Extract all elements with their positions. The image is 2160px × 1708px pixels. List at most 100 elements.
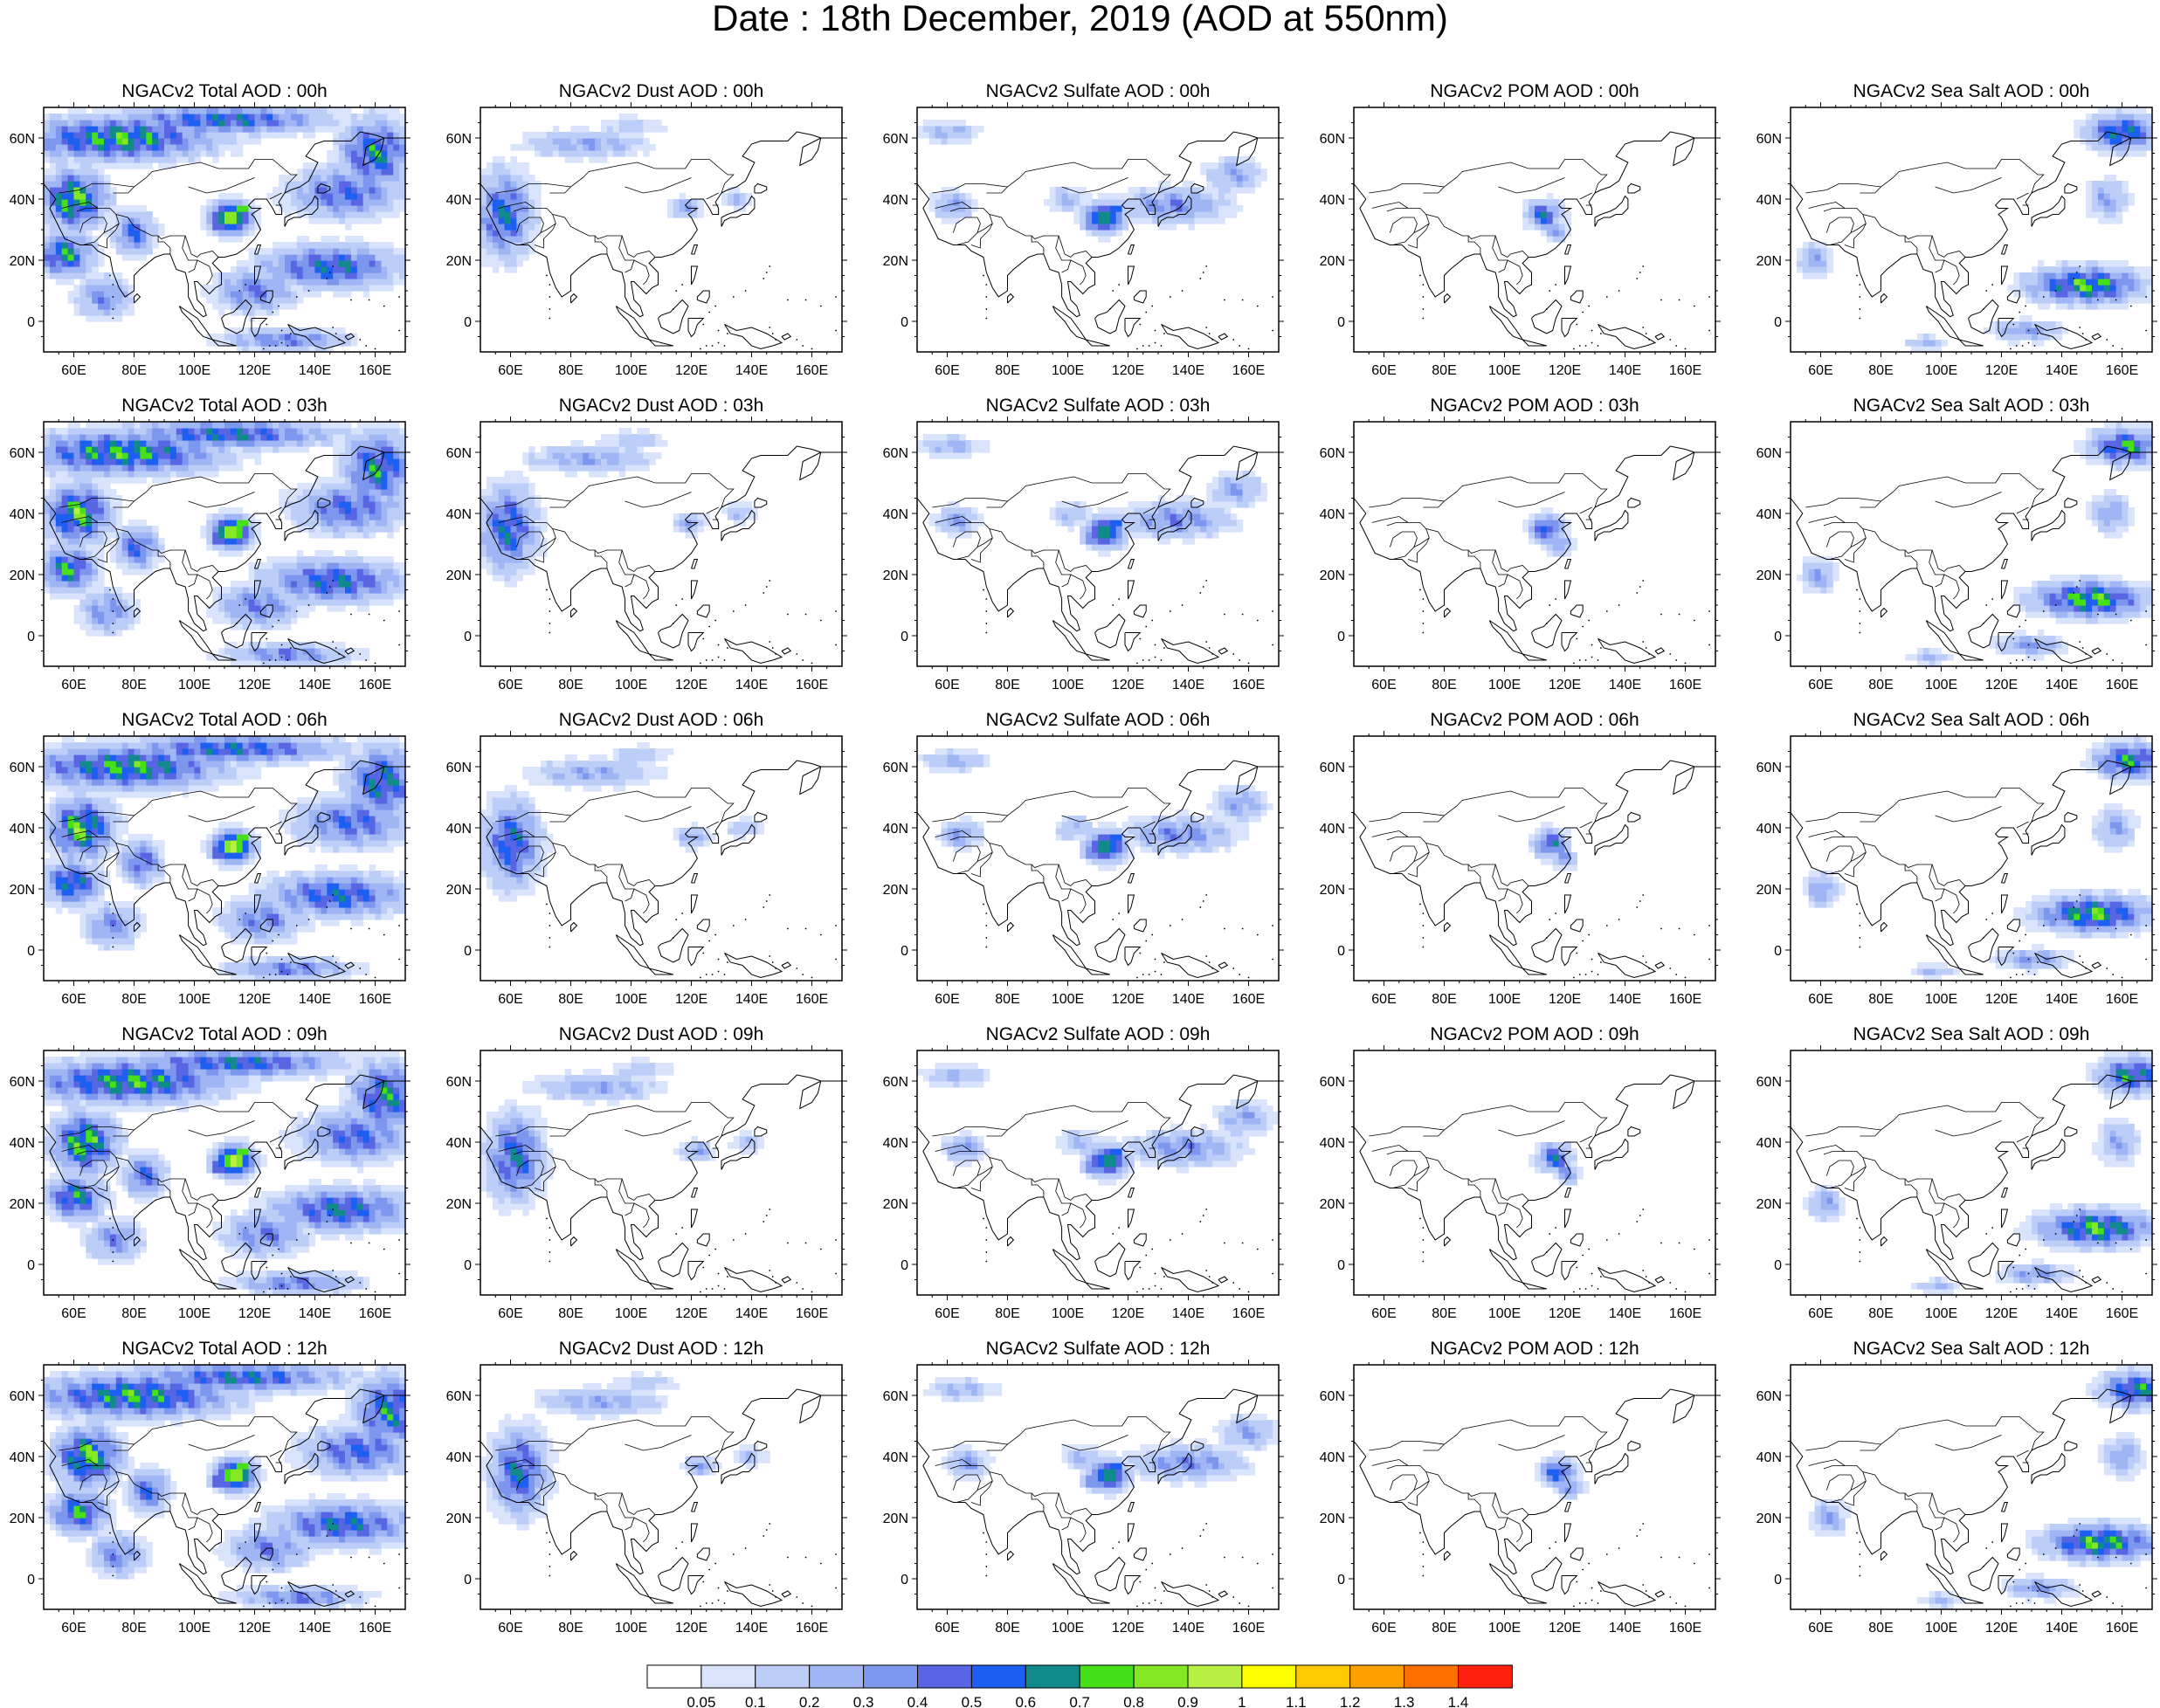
lon-tick-label: 80E xyxy=(121,678,146,692)
panel-title: NGACv2 Sea Salt AOD : 00h xyxy=(1853,81,2090,101)
lat-tick-label: 0 xyxy=(464,944,472,959)
lon-tick-label: 80E xyxy=(558,678,583,692)
lon-tick-label: 120E xyxy=(1985,1621,2018,1636)
lon-tick-label: 120E xyxy=(1549,992,1581,1007)
map-panel: NGACv2 Sulfate AOD : 12h 60E 80E 100E 120E 14… xyxy=(883,1339,1284,1636)
lon-tick-label: 160E xyxy=(1669,1306,1701,1321)
lon-tick-label: 80E xyxy=(558,1621,583,1636)
lat-tick-label: 60N xyxy=(883,1075,908,1090)
lon-tick-label: 140E xyxy=(2046,363,2078,378)
lon-tick-label: 80E xyxy=(558,1306,583,1321)
colorbar-swatch xyxy=(1241,1664,1297,1689)
colorbar-swatch xyxy=(809,1664,865,1689)
colorbar-swatch xyxy=(1458,1664,1513,1689)
lat-tick-label: 20N xyxy=(10,568,35,583)
lon-tick-label: 60E xyxy=(1808,1621,1832,1636)
panel-title: NGACv2 Sea Salt AOD : 03h xyxy=(1853,396,2090,416)
lon-tick-label: 80E xyxy=(995,992,1019,1007)
panel-title: NGACv2 Sea Salt AOD : 12h xyxy=(1853,1339,2090,1359)
lat-tick-label: 40N xyxy=(446,507,472,522)
panel-title: NGACv2 Sea Salt AOD : 06h xyxy=(1853,710,2090,730)
panel-title: NGACv2 Total AOD : 06h xyxy=(121,710,327,730)
colorbar-label: 1 xyxy=(1238,1694,1246,1708)
map-panel: NGACv2 Sea Salt AOD : 00h 60E 80E 100E 120E 1… xyxy=(1756,81,2157,378)
lon-tick-label: 80E xyxy=(1432,1621,1456,1636)
panel-title: NGACv2 POM AOD : 06h xyxy=(1430,710,1639,730)
lat-tick-label: 40N xyxy=(10,193,35,208)
lon-tick-label: 160E xyxy=(359,992,391,1007)
lon-tick-label: 140E xyxy=(735,1306,768,1321)
colorbar-label: 1.3 xyxy=(1394,1694,1415,1708)
lon-tick-label: 100E xyxy=(1488,992,1521,1007)
colorbar-swatch xyxy=(917,1664,972,1689)
lon-tick-label: 60E xyxy=(61,1306,86,1321)
lat-tick-label: 20N xyxy=(446,254,472,269)
lon-tick-label: 80E xyxy=(1868,678,1893,692)
lat-tick-label: 60N xyxy=(1756,446,1782,461)
lon-tick-label: 100E xyxy=(1488,363,1521,378)
lon-tick-label: 60E xyxy=(61,1621,86,1636)
colorbar-label: 1.4 xyxy=(1448,1694,1469,1708)
lat-tick-label: 20N xyxy=(446,1512,472,1526)
lat-tick-label: 20N xyxy=(10,1197,35,1212)
lat-tick-label: 20N xyxy=(1320,1512,1345,1526)
lat-tick-label: 20N xyxy=(446,883,472,898)
panel-title: NGACv2 Dust AOD : 06h xyxy=(559,710,764,730)
colorbar-swatch xyxy=(646,1664,702,1689)
lat-tick-label: 60N xyxy=(1756,1075,1782,1090)
lon-tick-label: 120E xyxy=(1112,992,1144,1007)
lon-tick-label: 120E xyxy=(1112,363,1144,378)
lon-tick-label: 140E xyxy=(1609,1306,1641,1321)
colorbar-label: 0.3 xyxy=(853,1694,874,1708)
lat-tick-label: 60N xyxy=(446,1075,472,1090)
colorbar-swatch xyxy=(1295,1664,1351,1689)
lon-tick-label: 60E xyxy=(1371,992,1396,1007)
lat-tick-label: 60N xyxy=(1320,1389,1345,1404)
colorbar-swatch xyxy=(863,1664,919,1689)
map-panel: NGACv2 Dust AOD : 00h 60E 80E 100E 120E 140E 1… xyxy=(446,81,847,378)
lat-tick-label: 0 xyxy=(27,630,35,644)
lat-tick-label: 0 xyxy=(1774,944,1782,959)
lon-tick-label: 120E xyxy=(1985,678,2018,692)
lat-tick-label: 0 xyxy=(1337,944,1345,959)
colorbar-swatch xyxy=(1404,1664,1459,1689)
map-panel: NGACv2 Sea Salt AOD : 03h 60E 80E 100E 120E 1… xyxy=(1756,396,2157,692)
lon-tick-label: 160E xyxy=(1232,1306,1265,1321)
lon-tick-label: 100E xyxy=(1488,678,1521,692)
lat-tick-label: 0 xyxy=(464,1573,472,1587)
lon-tick-label: 160E xyxy=(796,1306,828,1321)
colorbar-swatch xyxy=(755,1664,811,1689)
lat-tick-label: 20N xyxy=(1320,883,1345,898)
lat-tick-label: 60N xyxy=(10,132,35,147)
lon-tick-label: 160E xyxy=(359,363,391,378)
lon-tick-label: 80E xyxy=(995,1621,1019,1636)
lat-tick-label: 60N xyxy=(10,761,35,775)
lat-tick-label: 40N xyxy=(1320,507,1345,522)
lat-tick-label: 0 xyxy=(27,1573,35,1587)
colorbar-label: 1.1 xyxy=(1286,1694,1307,1708)
map-panel: NGACv2 Dust AOD : 12h 60E 80E 100E 120E 140E 1… xyxy=(446,1339,847,1636)
panel-title: NGACv2 POM AOD : 12h xyxy=(1430,1339,1639,1359)
lat-tick-label: 60N xyxy=(10,1075,35,1090)
lon-tick-label: 120E xyxy=(1985,992,2018,1007)
map-panel: NGACv2 Sulfate AOD : 03h 60E 80E 100E 120E 14… xyxy=(883,396,1284,692)
map-panel: NGACv2 POM AOD : 03h 60E 80E 100E 120E 140E 16… xyxy=(1320,396,1721,692)
lat-tick-label: 20N xyxy=(883,1512,908,1526)
lon-tick-label: 100E xyxy=(178,1621,210,1636)
lat-tick-label: 0 xyxy=(464,315,472,330)
lon-tick-label: 60E xyxy=(1371,363,1396,378)
lon-tick-label: 60E xyxy=(498,1621,522,1636)
lon-tick-label: 120E xyxy=(1985,363,2018,378)
lon-tick-label: 120E xyxy=(1549,678,1581,692)
map-panel: NGACv2 Sea Salt AOD : 12h 60E 80E 100E 120E 1… xyxy=(1756,1339,2157,1636)
map-panel: NGACv2 POM AOD : 00h 60E 80E 100E 120E 140E 16… xyxy=(1320,81,1721,378)
lon-tick-label: 120E xyxy=(675,363,707,378)
lat-tick-label: 40N xyxy=(1756,1136,1782,1151)
lon-tick-label: 100E xyxy=(1925,363,1957,378)
lat-tick-label: 0 xyxy=(1774,630,1782,644)
lat-tick-label: 60N xyxy=(883,761,908,775)
lon-tick-label: 80E xyxy=(995,363,1019,378)
lon-tick-label: 140E xyxy=(735,363,768,378)
lat-tick-label: 20N xyxy=(883,883,908,898)
lat-tick-label: 20N xyxy=(10,883,35,898)
